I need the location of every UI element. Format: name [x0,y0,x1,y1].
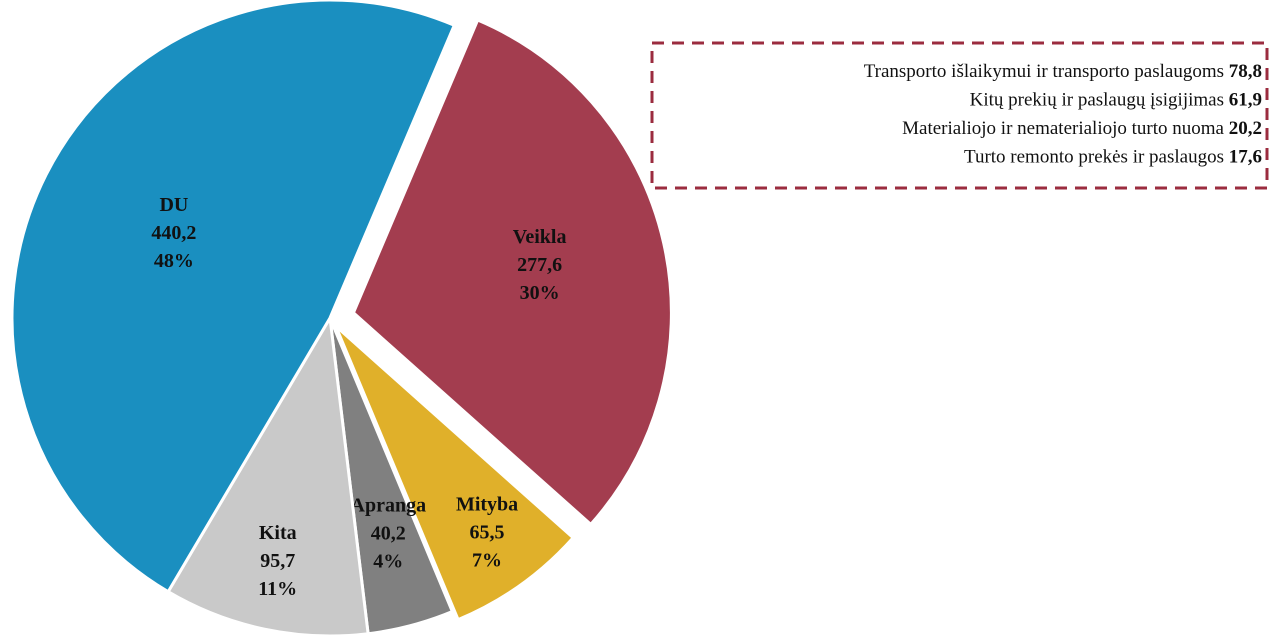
slice-category: Mityba [456,494,518,516]
annotation-text: Materialiojo ir nematerialiojo turto nuo… [902,118,1224,139]
slice-value: 40,2 [371,522,406,544]
annotation-text: Turto remonto prekės ir paslaugos [964,147,1224,168]
annotation-text: Kitų prekių ir paslaugų įsigijimas [970,90,1224,111]
pie-slice [351,18,673,527]
slice-percent: 48% [154,250,194,272]
annotation-value: 17,6 [1229,147,1262,168]
slice-percent: 30% [520,282,560,304]
slice-value: 65,5 [470,522,505,544]
annotation-value: 78,8 [1229,61,1262,82]
annotation-text: Transporto išlaikymui ir transporto pasl… [864,61,1224,82]
annotation-value: 20,2 [1229,118,1262,139]
annotation: Turto remonto prekės ir paslaugos 17,6 [964,147,1262,168]
slice-category: DU [159,194,188,216]
annotation-value: 61,9 [1229,90,1262,111]
pie-slice [10,0,457,594]
slice-percent: 11% [258,578,297,600]
slice-value: 95,7 [260,550,295,572]
slice-category: Kita [259,522,297,544]
slice-value: 440,2 [151,222,196,244]
annotation: Kitų prekių ir paslaugų įsigijimas 61,9 [970,90,1262,111]
slice-value: 277,6 [517,254,562,276]
slice-category: Apranga [351,494,427,516]
slice-percent: 7% [472,550,502,572]
annotation: Materialiojo ir nematerialiojo turto nuo… [902,118,1262,139]
annotation: Transporto išlaikymui ir transporto pasl… [864,61,1262,82]
annotation-box [650,41,1269,190]
pie-slice [166,313,370,637]
slice-category: Veikla [513,226,567,248]
slice-percent: 4% [373,550,403,572]
pie-slice [334,325,576,622]
